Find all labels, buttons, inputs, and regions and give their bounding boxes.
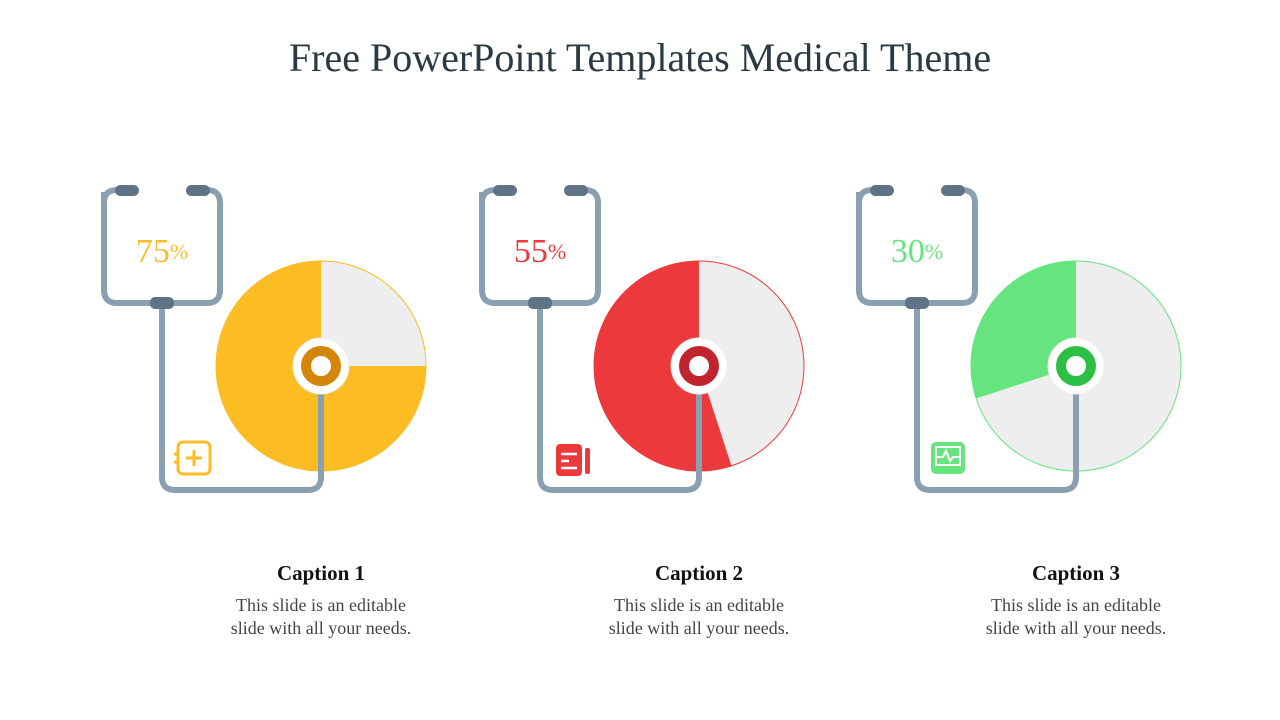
icon bbox=[176, 440, 212, 476]
earpiece bbox=[493, 185, 517, 196]
caption-text: This slide is an editable slide with all… bbox=[985, 595, 1167, 638]
icon bbox=[561, 452, 577, 470]
tube-joint bbox=[528, 297, 552, 309]
stethoscope-tube bbox=[159, 303, 324, 493]
stethoscope-tube bbox=[101, 187, 223, 306]
icon bbox=[937, 448, 960, 464]
caption-title: Caption 3 bbox=[1031, 561, 1121, 585]
icon bbox=[174, 450, 202, 466]
earpiece bbox=[564, 185, 588, 196]
stethoscope-tube bbox=[537, 303, 702, 493]
caption-text: This slide is an editable slide with all… bbox=[608, 595, 790, 638]
earpiece bbox=[870, 185, 894, 196]
percent-label: 55% bbox=[514, 233, 566, 270]
earpiece bbox=[186, 185, 210, 196]
caption: Caption 3 This slide is an editable slide… bbox=[981, 561, 1171, 639]
stethoscope-tube bbox=[856, 187, 978, 306]
caption-title: Caption 2 bbox=[654, 561, 744, 585]
caption-title: Caption 1 bbox=[276, 561, 366, 585]
earpiece bbox=[941, 185, 965, 196]
chest-piece-ring bbox=[1056, 346, 1096, 386]
tube-joint bbox=[150, 297, 174, 309]
percent-label: 75% bbox=[136, 233, 188, 270]
chest-piece-ring bbox=[679, 346, 719, 386]
percent-label: 30% bbox=[891, 233, 943, 270]
earpiece bbox=[115, 185, 139, 196]
icon bbox=[585, 448, 590, 474]
caption: Caption 2 This slide is an editable slide… bbox=[604, 561, 794, 639]
slide-title: Free PowerPoint Templates Medical Theme bbox=[289, 35, 991, 80]
stethoscope-tube bbox=[479, 187, 601, 306]
stethoscope-tube bbox=[914, 303, 1079, 493]
caption: Caption 1 This slide is an editable slide… bbox=[226, 561, 416, 639]
chest-piece-ring bbox=[301, 346, 341, 386]
caption-text: This slide is an editable slide with all… bbox=[230, 595, 412, 638]
tube-joint bbox=[905, 297, 929, 309]
